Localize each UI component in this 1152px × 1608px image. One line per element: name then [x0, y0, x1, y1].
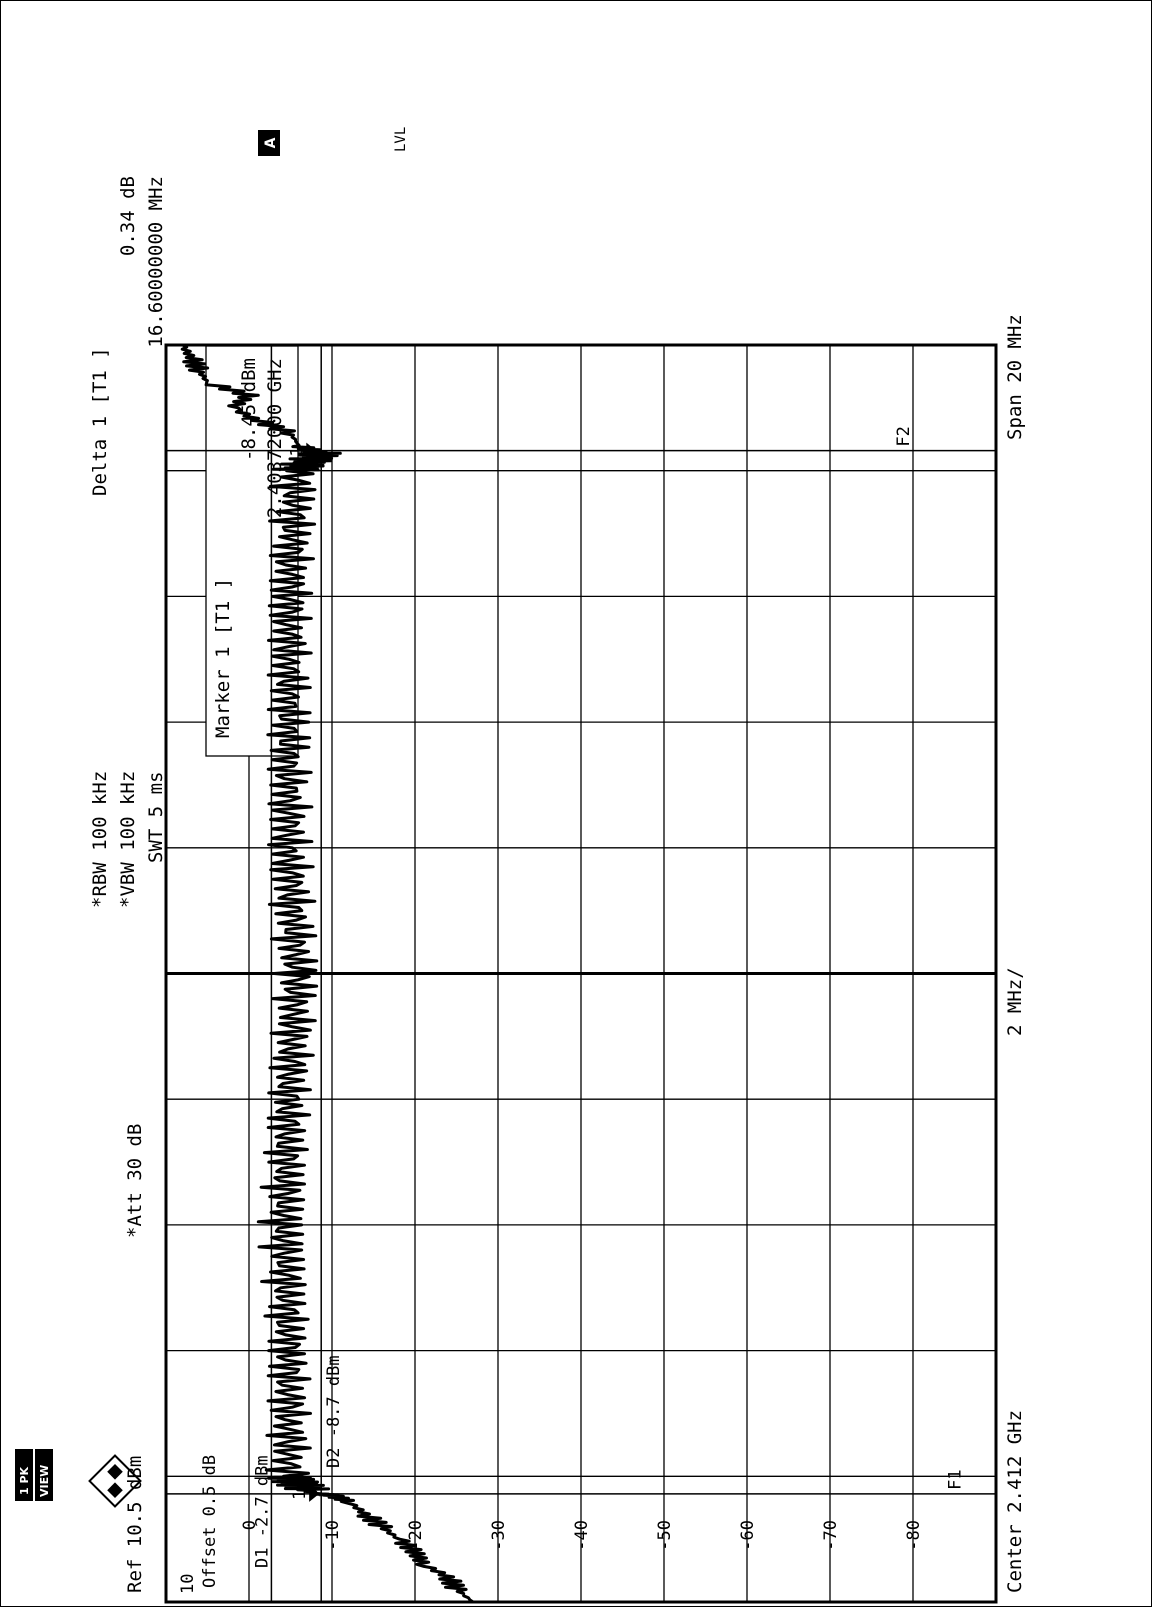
y-tick-label: -80	[904, 1520, 924, 1551]
y-tick-label: -20	[406, 1520, 426, 1551]
trace-a-badge: A	[258, 130, 280, 156]
y-tick-label: -10	[323, 1520, 343, 1551]
sweep-time-label: SWT 5 ms	[145, 771, 167, 863]
y-tick-label: -50	[655, 1520, 675, 1551]
display-line-d1-label: D1 -2.7 dBm	[252, 1455, 272, 1568]
offset-label: Offset 0.5 dB	[200, 1455, 220, 1588]
marker-label: 1	[290, 1490, 310, 1500]
svg-text:A: A	[263, 137, 279, 148]
delta-marker-value: 0.34 dB	[117, 176, 139, 256]
y-tick-label: 10	[178, 1574, 198, 1594]
marker-info-level: -8.45 dBm	[238, 358, 260, 461]
rs-logo	[88, 1454, 142, 1508]
marker-info-line1: Marker 1 [T1 ]	[212, 578, 234, 738]
side-badge-pk: 1 PK	[18, 1466, 31, 1495]
per-division-label: 2 MHz/	[1004, 967, 1026, 1036]
marker-info-frequency: 2.40372000 GHz	[264, 358, 286, 518]
level-indicator-label: LVL	[393, 127, 409, 152]
y-tick-label: -60	[738, 1520, 758, 1551]
marker-triangle	[309, 1485, 320, 1502]
y-tick-label: 0	[240, 1520, 260, 1530]
frequency-line-f2-label: F2	[894, 426, 914, 446]
display-line-d2-label: D2 -8.7 dBm	[324, 1355, 344, 1468]
center-frequency-label: Center 2.412 GHz	[1004, 1410, 1026, 1593]
marker-group: 11	[287, 442, 320, 1502]
ref-level-label: Ref 10.5 dBm	[124, 1456, 146, 1593]
spectrum-trace	[180, 343, 474, 1604]
frequency-line-f1-label: F1	[946, 1469, 966, 1489]
y-tick-label: -40	[572, 1520, 592, 1551]
attenuation-label: *Att 30 dB	[124, 1124, 146, 1238]
marker-triangle	[306, 442, 317, 459]
marker-label: 1	[287, 446, 307, 456]
delta-marker-title: Delta 1 [T1 ]	[89, 347, 111, 496]
y-tick-label: -70	[821, 1520, 841, 1551]
vbw-label: *VBW 100 kHz	[117, 771, 139, 908]
y-tick-labels: 10 0 -10 -20 -30 -40 -50 -60 -70 -80	[178, 1520, 924, 1594]
delta-marker-frequency: 16.60000000 MHz	[145, 176, 167, 348]
side-badge-view: VIEW	[38, 1465, 51, 1497]
y-tick-label: -30	[489, 1520, 509, 1551]
span-label: Span 20 MHz	[1004, 314, 1026, 440]
side-badges: 1 PK VIEW	[15, 1449, 53, 1501]
rbw-label: *RBW 100 kHz	[89, 771, 111, 908]
